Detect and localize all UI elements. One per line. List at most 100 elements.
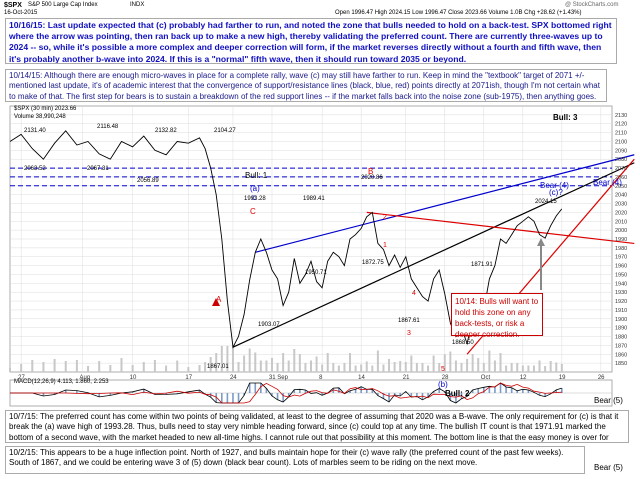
volume-bar [215, 353, 218, 372]
volume-bar [31, 360, 34, 372]
y-tick-label: 1860 [615, 352, 627, 358]
macd-signal-line [10, 382, 562, 404]
x-tick-label: 8 [319, 375, 323, 381]
macd-histogram-bar [393, 393, 396, 395]
macd-histogram-bar [494, 387, 496, 393]
y-tick-label: 2050 [615, 184, 627, 190]
bull-2-label: Bull: 2 [445, 389, 470, 398]
volume-bar [9, 368, 11, 372]
macd-histogram-bar [142, 389, 145, 393]
chart-name: S&P 500 Large Cap Index [28, 2, 98, 8]
horizontal-levels [10, 167, 612, 187]
volume-bar [516, 363, 519, 372]
wave-2-label: 2 [383, 214, 387, 221]
macd-histogram-bar [399, 393, 401, 396]
volume-legend: Volume 38,990,248 [14, 114, 66, 120]
volume-bar [349, 353, 352, 372]
level-1868: 1868.50 [452, 340, 474, 346]
volume-bar [231, 346, 234, 372]
x-tick-label: 14 [358, 375, 365, 381]
macd-histogram-bar [321, 393, 323, 396]
volume-bar [304, 363, 307, 372]
y-tick-label: 2090 [615, 148, 627, 154]
y-tick-label: 2060 [615, 175, 627, 181]
y-tick-label: 1990 [615, 237, 627, 243]
x-tick-label: 31 Sep [269, 375, 289, 381]
level-1989: 1989.41 [303, 196, 325, 202]
wave-a-label: (a) [250, 184, 260, 193]
volume-bar [521, 365, 524, 372]
macd-histogram-bar [215, 393, 218, 403]
level-2020: 2020.86 [361, 175, 383, 181]
level-1950: 1950.71 [305, 270, 327, 276]
bear-5-bottom-label: Bear (5) [594, 463, 623, 472]
y-tick-label: 2030 [615, 202, 627, 208]
update-note-oct2: 10/2/15: This appears to be a huge infle… [5, 446, 585, 474]
volume-bar [142, 362, 145, 372]
update-note-oct14: 10/14/15: Although there are enough micr… [5, 69, 607, 102]
volume-bar [432, 355, 435, 372]
chart-exchange: INDX [130, 2, 145, 8]
volume-bar [282, 353, 285, 372]
volume-bar [393, 362, 396, 372]
macd-histogram-bar [64, 390, 67, 393]
volume-bar [549, 361, 552, 372]
macd-histogram-bar [198, 390, 201, 393]
y-tick-label: 1960 [615, 264, 627, 270]
wave-4-label: 4 [412, 290, 416, 297]
y-tick-label: 2000 [615, 228, 627, 234]
level-1872: 1872.75 [362, 260, 384, 266]
macd-histogram-bar [53, 393, 56, 395]
volume-bar [360, 364, 363, 372]
wave-C-label: C [250, 207, 256, 216]
volume-bar [332, 363, 335, 372]
macd-histogram-bar [427, 393, 429, 397]
macd-histogram-bar [226, 393, 229, 403]
macd-histogram-bar [338, 387, 340, 393]
volume-bar [259, 360, 262, 372]
y-tick-label: 1850 [615, 361, 627, 367]
volume-bar [505, 365, 508, 372]
volume-bar [532, 365, 535, 372]
volume-bar [248, 348, 251, 372]
volume-bar [321, 364, 324, 372]
chart-symbol: $SPX [4, 2, 22, 9]
volume-bar [64, 361, 67, 372]
wave-A-marker [212, 298, 220, 306]
volume-bar [326, 353, 329, 372]
volume-bar [493, 360, 496, 372]
x-tick-label: 26 [598, 375, 605, 381]
level-2056: 2056.89 [137, 178, 159, 184]
level-1867-low: 1867.01 [207, 364, 229, 370]
volume-bar [560, 364, 563, 372]
volume-bar [415, 363, 418, 372]
x-tick-label: 12 [520, 375, 527, 381]
volume-bar [226, 346, 229, 372]
x-tick-label: Oct [481, 375, 491, 381]
volume-bar [276, 363, 279, 372]
macd-histogram-bar [282, 393, 284, 402]
volume-bar [555, 362, 558, 372]
volume-bar [75, 360, 78, 372]
volume-bar [42, 362, 45, 372]
volume-bar [310, 360, 312, 372]
y-tick-label: 1890 [615, 326, 627, 332]
volume-bar [120, 358, 123, 372]
y-tick-label: 1900 [615, 317, 627, 323]
y-tick-label: 1930 [615, 290, 627, 296]
wave-3-label: 3 [407, 330, 411, 337]
macd-histogram-bar [455, 393, 457, 403]
level-2104: 2104.27 [214, 128, 236, 134]
macd-histogram-bar [382, 393, 385, 399]
macd-histogram-bar [332, 388, 335, 393]
chart-quote: Open 1996.47 High 2024.15 Low 1996.47 Cl… [335, 10, 582, 16]
y-tick-label: 2040 [615, 193, 627, 199]
macd-histogram-bar [276, 393, 279, 400]
volume-bar [315, 356, 318, 372]
macd-histogram-bar [98, 393, 100, 397]
y-tick-label: 1970 [615, 255, 627, 261]
level-2116: 2116.48 [97, 124, 119, 130]
volume-bar [421, 363, 424, 372]
volume-bar [388, 359, 391, 372]
wave-1-label: 1 [383, 242, 387, 249]
